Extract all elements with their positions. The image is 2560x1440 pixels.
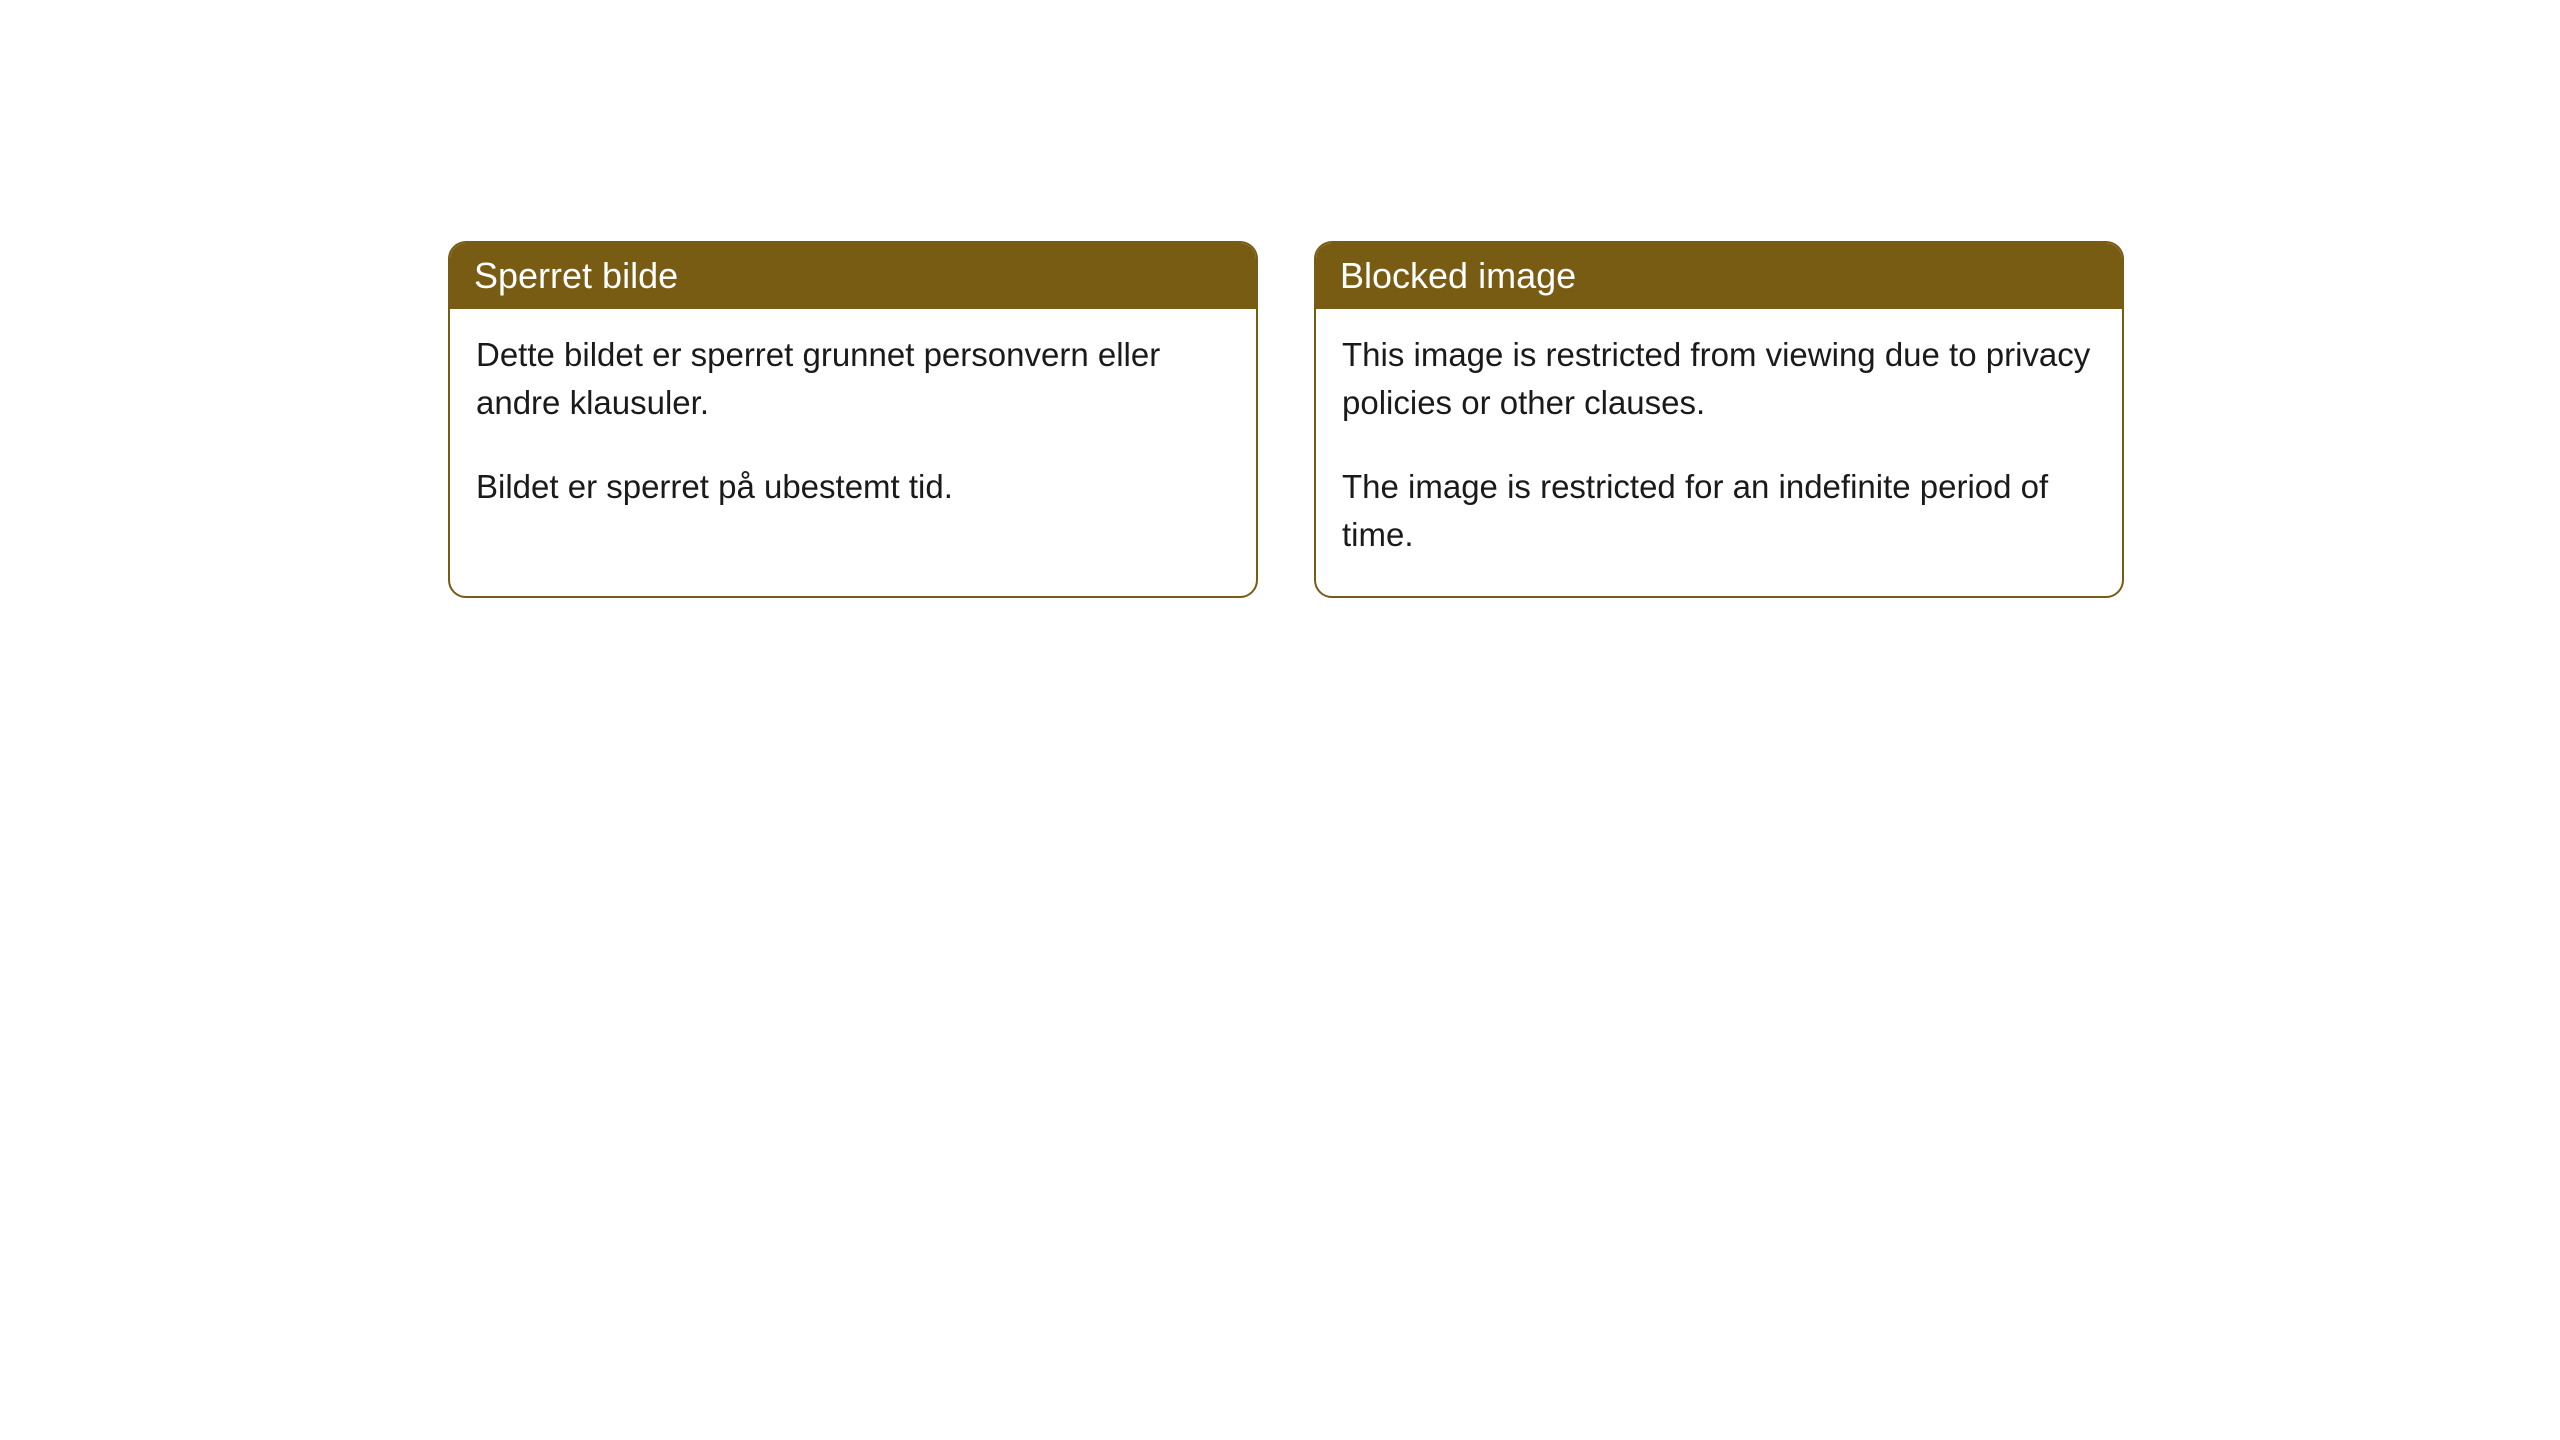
notice-header-right: Blocked image bbox=[1316, 243, 2122, 309]
notice-box-norwegian: Sperret bilde Dette bildet er sperret gr… bbox=[448, 241, 1258, 598]
notice-container: Sperret bilde Dette bildet er sperret gr… bbox=[448, 241, 2124, 598]
notice-text-right-1: This image is restricted from viewing du… bbox=[1342, 331, 2096, 427]
notice-text-left-1: Dette bildet er sperret grunnet personve… bbox=[476, 331, 1230, 427]
notice-box-english: Blocked image This image is restricted f… bbox=[1314, 241, 2124, 598]
notice-text-right-2: The image is restricted for an indefinit… bbox=[1342, 463, 2096, 559]
notice-body-left: Dette bildet er sperret grunnet personve… bbox=[450, 309, 1256, 549]
notice-text-left-2: Bildet er sperret på ubestemt tid. bbox=[476, 463, 1230, 511]
notice-header-left: Sperret bilde bbox=[450, 243, 1256, 309]
notice-body-right: This image is restricted from viewing du… bbox=[1316, 309, 2122, 596]
